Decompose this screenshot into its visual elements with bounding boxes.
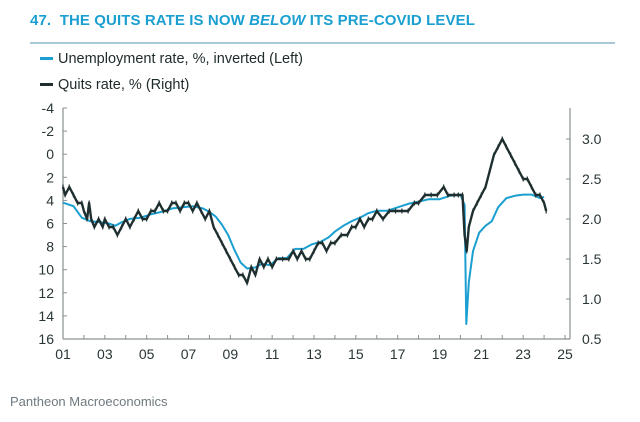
x-axis-tick-label: 23 <box>515 346 531 362</box>
x-axis-tick-label: 07 <box>181 346 197 362</box>
x-axis-tick-label: 17 <box>390 346 406 362</box>
title-text-emphasis: BELOW <box>249 12 306 29</box>
chart-plot: -4 -2 0 2 4 6 8 10 12 14 16 3.0 2.5 2.0 1.5 1.0 0.5 01 03 0… <box>38 100 601 362</box>
legend-item-unemployment: Unemployment rate, %, inverted (Left) <box>40 51 303 67</box>
left-axis-tick-label: 16 <box>38 331 54 347</box>
x-axis-tick-label: 15 <box>348 346 364 362</box>
left-axis-tick-label: 4 <box>46 192 54 208</box>
x-axis-tick-label: 25 <box>557 346 573 362</box>
x-axis-tick-label: 03 <box>97 346 113 362</box>
legend-label-unemployment: Unemployment rate, %, inverted (Left) <box>58 51 303 67</box>
left-axis-tick-label: 10 <box>38 262 54 278</box>
right-axis-tick-label: 0.5 <box>582 331 602 347</box>
x-axis-tick-label: 05 <box>139 346 155 362</box>
left-axis-tick-label: -4 <box>42 100 55 116</box>
source-footer: Pantheon Macroeconomics <box>10 394 168 409</box>
x-axis-tick-label: 19 <box>432 346 448 362</box>
axes: -4 -2 0 2 4 6 8 10 12 14 16 3.0 2.5 2.0 1.5 1.0 0.5 01 03 0… <box>38 100 601 362</box>
right-axis-tick-label: 1.0 <box>582 291 602 307</box>
right-axis-tick-label: 1.5 <box>582 251 602 267</box>
title-divider <box>30 42 615 44</box>
series-lines <box>61 136 548 325</box>
left-axis-tick-label: -2 <box>42 123 55 139</box>
x-axis-tick-label: 13 <box>306 346 322 362</box>
left-axis-tick-label: 8 <box>46 239 54 255</box>
left-axis-tick-label: 2 <box>46 169 54 185</box>
legend-swatch-quits <box>40 82 53 86</box>
left-axis-tick-label: 12 <box>38 285 54 301</box>
right-axis-tick-label: 2.0 <box>582 211 602 227</box>
x-axis-tick-label: 21 <box>474 346 490 362</box>
title-text-post: ITS PRE-COVID LEVEL <box>305 12 475 29</box>
legend-swatch-unemployment <box>40 56 53 60</box>
x-axis-tick-label: 11 <box>265 346 280 362</box>
title-text-pre: THE QUITS RATE IS NOW <box>59 12 250 29</box>
quits-rate-line <box>61 137 548 285</box>
right-axis-tick-label: 2.5 <box>582 171 602 187</box>
x-axis-tick-label: 09 <box>223 346 239 362</box>
unemployment-rate-line <box>62 193 545 325</box>
legend-label-quits: Quits rate, % (Right) <box>58 77 190 93</box>
legend-item-quits: Quits rate, % (Right) <box>40 77 189 93</box>
chart-title: 47. THE QUITS RATE IS NOW BELOW ITS PRE-… <box>30 12 475 29</box>
left-axis-tick-label: 14 <box>38 308 54 324</box>
x-axis-tick-label: 01 <box>55 346 71 362</box>
right-axis-tick-label: 3.0 <box>582 131 602 147</box>
left-axis-tick-label: 6 <box>46 216 54 232</box>
left-axis-tick-label: 0 <box>46 146 54 162</box>
chart-number: 47. <box>30 12 52 29</box>
